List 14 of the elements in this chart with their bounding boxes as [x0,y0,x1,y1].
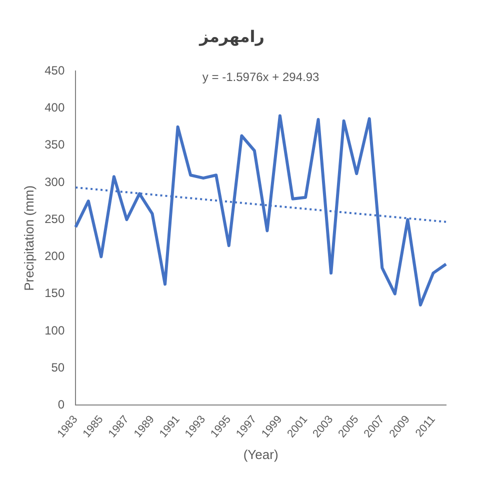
y-tick-label: 400 [44,100,65,115]
y-tick-label: 350 [44,138,65,152]
y-tick-label: 100 [44,323,65,338]
annotation: y = -1.5976x + 294.93 [202,70,320,84]
y-tick-label: 250 [44,212,65,226]
y-tick-label: 200 [44,249,65,264]
y-tick-label: 150 [44,286,65,300]
y-tick-label: 50 [51,360,65,374]
y-tick-label: 300 [44,174,65,189]
x-axis-title: (Year) [243,446,278,462]
y-tick-label: 450 [44,64,65,78]
y-tick-label: 0 [58,397,65,412]
y-axis-title: Precipitation (mm) [21,185,36,291]
chart-title: رامهرمز [198,26,264,46]
